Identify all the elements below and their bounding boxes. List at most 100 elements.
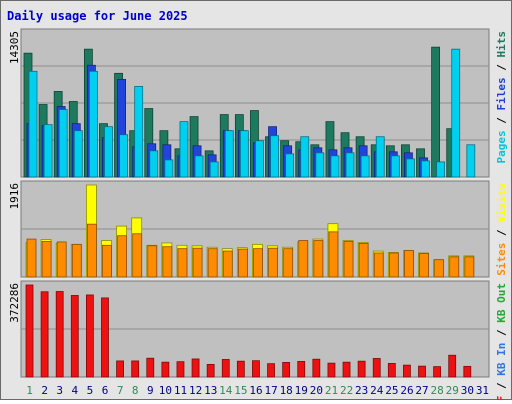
panel-visits-sites [20, 180, 490, 278]
bar-sites-day-6 [102, 244, 112, 278]
bar-pages-day-10 [164, 159, 174, 178]
x-tick-label: 3 [56, 384, 63, 397]
bar-pages-day-18 [285, 153, 295, 178]
bar-pages-day-30 [466, 144, 476, 178]
bar-pages-day-14 [224, 130, 234, 178]
legend-item-kb-in: KB In [495, 343, 508, 376]
bar-pages-day-19 [300, 136, 310, 178]
legend-item-pages: Pages [495, 130, 508, 163]
bar-kb-f-day-3 [55, 291, 64, 378]
x-tick-label: 24 [370, 384, 384, 397]
bar-kb-f-day-30 [463, 365, 472, 378]
x-tick-label: 9 [147, 384, 154, 397]
x-tick-label: 18 [280, 384, 293, 397]
bar-sites-day-2 [41, 241, 52, 278]
bar-kb-f-day-24 [372, 358, 381, 378]
x-tick-label: 19 [295, 384, 308, 397]
bar-kb-f-day-18 [282, 362, 291, 378]
bar-kb-f-day-6 [101, 297, 109, 378]
bar-pages-day-13 [209, 161, 219, 178]
legend-text: Pages / Files / Hits [495, 31, 508, 164]
bar-pages-day-4 [73, 130, 83, 178]
bar-hits-day-28 [431, 46, 441, 178]
bar-kb-f-day-9 [146, 357, 155, 378]
bar-pages-day-27 [421, 160, 430, 178]
bar-kb-f-day-2 [40, 291, 49, 378]
bar-kb-f-day-22 [342, 361, 351, 378]
bar-kb-f-day-27 [418, 365, 426, 378]
bar-sites-day-10 [162, 246, 173, 278]
bar-pages-day-3 [58, 109, 68, 178]
bar-pages-day-16 [255, 140, 264, 178]
x-tick-label: 11 [174, 384, 187, 397]
bar-pages-day-26 [406, 158, 415, 178]
bar-kb-f-day-7 [116, 360, 124, 378]
bar-kb-f-day-26 [403, 364, 411, 378]
bar-pages-day-11 [179, 121, 189, 178]
bar-kb-f-day-17 [267, 363, 275, 378]
x-tick-label: 31 [476, 384, 489, 397]
bar-pages-day-8 [134, 86, 144, 178]
x-tick-label: 1 [26, 384, 33, 397]
bar-kb-f-day-12 [191, 358, 200, 378]
x-tick-label: 27 [415, 384, 428, 397]
x-tick-label: 5 [87, 384, 94, 397]
x-tick-label: 21 [325, 384, 338, 397]
legend-item-kb-out: KB Out [495, 283, 508, 323]
bar-sites-day-20 [313, 240, 324, 278]
bar-sites-day-4 [71, 243, 82, 278]
bar-pages-day-28 [436, 161, 446, 178]
x-tick-label: 13 [204, 384, 217, 397]
bar-pages-day-7 [119, 134, 128, 178]
legend-text: KB F / KB In / KB Out [495, 283, 508, 400]
bar-sites-day-25 [388, 252, 399, 278]
bar-pages-day-9 [149, 150, 159, 178]
bar-kb-f-day-8 [131, 360, 140, 378]
x-tick-label: 16 [249, 384, 262, 397]
bar-sites-day-13 [207, 248, 218, 278]
x-tick-label: 2 [41, 384, 48, 397]
bar-kb-f-day-23 [357, 360, 366, 378]
bar-kb-f-day-13 [206, 363, 215, 378]
bar-sites-day-28 [434, 259, 445, 278]
x-tick-label: 22 [340, 384, 353, 397]
bar-sites-day-11 [177, 248, 188, 278]
x-tick-label: 17 [264, 384, 277, 397]
panel2-ymax-label: 1916 [8, 183, 21, 210]
bar-sites-day-29 [449, 256, 460, 278]
legend-item-files: Files [495, 77, 508, 110]
bar-sites-day-1 [26, 238, 37, 278]
x-tick-label: 14 [219, 384, 233, 397]
panel-hits-files-pages [20, 28, 490, 178]
chart-title: Daily usage for June 2025 [7, 9, 188, 23]
bar-kb-f-day-5 [85, 294, 94, 378]
bar-sites-day-7 [117, 235, 127, 278]
x-tick-label: 30 [461, 384, 474, 397]
bar-pages-day-2 [43, 124, 53, 178]
bar-kb-f-day-15 [236, 360, 245, 378]
bar-sites-day-12 [192, 247, 203, 278]
bar-sites-day-15 [237, 248, 248, 278]
x-tick-label: 25 [385, 384, 398, 397]
panel1-ymax-label: 14305 [8, 31, 21, 64]
bar-sites-day-18 [283, 248, 294, 278]
bar-kb-f-day-29 [448, 354, 457, 378]
bar-pages-day-17 [270, 135, 279, 178]
x-tick-label: 23 [355, 384, 368, 397]
bar-sites-day-16 [253, 248, 263, 278]
bar-pages-day-15 [239, 130, 249, 178]
bar-pages-day-6 [104, 126, 113, 178]
bar-kb-f-day-14 [221, 359, 230, 378]
bar-kb-f-day-1 [25, 284, 34, 378]
x-tick-label: 26 [400, 384, 413, 397]
legend-panel2: Sites / Visits [495, 183, 508, 276]
x-tick-label: 12 [189, 384, 202, 397]
x-tick-label: 6 [102, 384, 109, 397]
x-tick-label: 20 [310, 384, 323, 397]
bar-pages-day-24 [375, 136, 385, 178]
bar-sites-day-17 [268, 247, 278, 278]
legend-item-hits: Hits [495, 31, 508, 58]
x-tick-label: 4 [72, 384, 79, 397]
bar-sites-day-23 [358, 242, 369, 278]
